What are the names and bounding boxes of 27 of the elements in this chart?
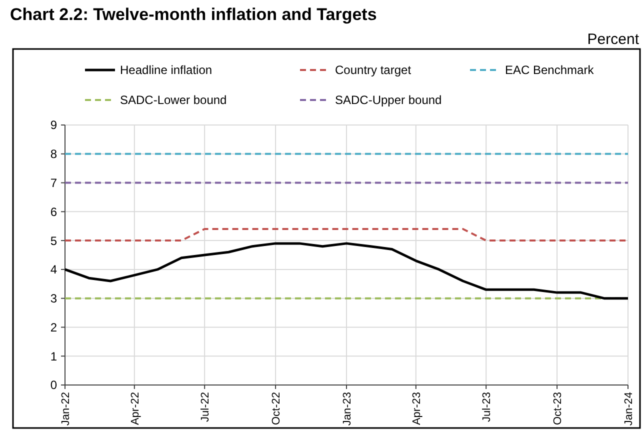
legend-label: SADC-Upper bound <box>335 93 442 108</box>
legend-label: SADC-Lower bound <box>120 93 227 108</box>
x-tick-label: Apr-22 <box>129 392 142 426</box>
x-tick-label: Jan-23 <box>341 392 354 426</box>
x-tick-label: Jul-22 <box>199 392 212 422</box>
legend-label: EAC Benchmark <box>505 63 595 78</box>
chart-title: Chart 2.2: Twelve-month inflation and Targets <box>10 5 377 24</box>
y-tick-label: 1 <box>50 349 58 364</box>
y-tick-label: 4 <box>50 262 58 277</box>
y-tick-label: 5 <box>50 234 58 248</box>
x-tick-label: Jan-22 <box>60 392 72 426</box>
y-axis-title: Percent <box>587 31 640 48</box>
y-tick-label: 8 <box>50 147 58 162</box>
y-tick-label: 9 <box>50 118 58 132</box>
x-tick-label: Oct-22 <box>270 392 282 426</box>
legend-label: Headline inflation <box>120 63 212 78</box>
x-tick-label: Jul-23 <box>480 392 493 422</box>
x-tick-label: Jan-24 <box>622 392 635 426</box>
y-tick-label: 0 <box>50 378 58 392</box>
y-tick-label: 7 <box>50 176 58 190</box>
y-tick-label: 3 <box>50 292 58 306</box>
x-tick-label: Apr-23 <box>410 392 423 426</box>
y-tick-label: 6 <box>50 204 58 219</box>
legend-label: Country target <box>335 63 412 78</box>
line-series <box>64 242 630 300</box>
y-tick-label: 2 <box>50 320 58 334</box>
x-tick-label: Oct-23 <box>552 392 564 426</box>
